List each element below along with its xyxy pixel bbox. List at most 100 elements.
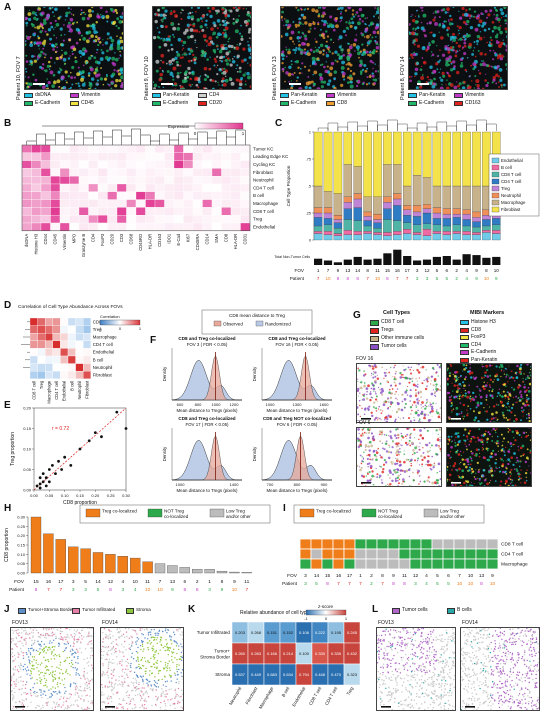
dendrogram-branch xyxy=(93,130,103,145)
panel-a-signal-dot xyxy=(96,51,98,54)
panel-a-signal-dot xyxy=(306,7,310,10)
panel-g-cell xyxy=(477,448,480,451)
heatmap-cell xyxy=(40,191,51,200)
scatter-point xyxy=(38,482,42,486)
heatmap-cell xyxy=(135,176,146,185)
patient-label: 7 xyxy=(317,276,320,281)
panel-a-signal-dot xyxy=(354,13,357,16)
panel-j-cell xyxy=(75,685,78,687)
panel-g-cell xyxy=(490,467,493,470)
panel-g-cell xyxy=(488,482,491,484)
panel-a-signal-dot xyxy=(357,21,361,26)
panel-g-cell xyxy=(383,371,387,375)
panel-g-cell xyxy=(411,409,413,412)
dendrogram-branch xyxy=(466,124,477,131)
panel-g-cell xyxy=(413,437,415,439)
dendrogram-branch xyxy=(45,139,56,145)
panel-j-cell xyxy=(11,699,14,701)
stacked-bar-segment xyxy=(313,217,323,227)
panel-letter-f: F xyxy=(150,335,157,346)
panel-g-cell xyxy=(431,405,434,408)
panel-a-signal-dot xyxy=(62,57,67,62)
panel-a-signal-dot xyxy=(481,62,486,67)
panel-a-signal-dot xyxy=(107,83,109,85)
panel-g-cell xyxy=(485,396,488,399)
panel-j-cell xyxy=(68,637,70,639)
panel-g-cell xyxy=(436,438,440,442)
panel-j-cell xyxy=(62,673,64,675)
panel-a-signal-dot xyxy=(376,7,379,11)
panel-g-cell xyxy=(518,367,522,371)
heatmap-cell xyxy=(31,199,42,208)
panel-g-cell xyxy=(520,419,522,422)
panel-a-signal-dot xyxy=(165,62,168,65)
panel-a-signal-dot xyxy=(345,63,348,66)
panel-a-signal-dot xyxy=(203,54,207,58)
row-label: Macrophage xyxy=(501,562,528,568)
patient-label: 8 xyxy=(183,587,186,593)
panel-g-cell xyxy=(396,421,398,422)
panel-a-signal-dot xyxy=(358,64,363,68)
panel-a-signal-dot xyxy=(108,84,111,87)
scale-bar xyxy=(417,83,429,85)
panel-g-cell xyxy=(400,408,404,412)
panel-a-signal-dot xyxy=(78,70,81,73)
panel-a-legend-label: CD8 xyxy=(337,100,348,106)
panel-a-signal-dot xyxy=(293,48,298,52)
panel-j-cell xyxy=(54,646,56,648)
panel-j-cell xyxy=(88,686,91,689)
panel-j-cell xyxy=(49,648,51,650)
panel-a-signal-dot xyxy=(207,7,210,10)
panel-g-cell xyxy=(395,445,398,448)
panel-a-signal-dot xyxy=(349,80,353,84)
panel-j-cell xyxy=(63,683,65,686)
panel-g-cell xyxy=(380,466,382,468)
panel-a-signal-dot xyxy=(27,17,32,22)
panel-g-cell xyxy=(496,435,499,438)
panel-a-legend-swatch xyxy=(70,101,79,106)
panel-j-cell xyxy=(24,663,26,666)
panel-j-cell xyxy=(148,640,151,642)
panel-g-cell xyxy=(463,481,466,485)
panel-g-cell xyxy=(462,418,465,420)
panel-a-signal-dot xyxy=(225,51,230,56)
panel-j-cell xyxy=(44,636,46,638)
panel-g-cell xyxy=(451,484,454,486)
panel-a-signal-dot xyxy=(355,11,359,14)
panel-g-cell xyxy=(366,428,370,431)
panel-g-cell xyxy=(412,453,414,456)
panel-a-signal-dot xyxy=(242,73,246,77)
panel-j-cell xyxy=(30,647,32,650)
heatmap-cell xyxy=(164,144,175,153)
panel-g-cell xyxy=(371,458,374,461)
stacked-bar-segment xyxy=(363,211,372,217)
panel-g-cell xyxy=(414,459,417,462)
panel-a-signal-dot xyxy=(293,43,295,45)
panel-g-cell xyxy=(407,443,409,445)
panel-g-cell xyxy=(419,421,422,422)
panel-j-cell xyxy=(13,630,15,632)
panel-j-cell xyxy=(65,643,67,646)
panel-j-cell xyxy=(22,704,25,707)
heatmap-cell xyxy=(50,160,61,169)
panel-a-signal-dot xyxy=(295,59,300,64)
panel-j-cell xyxy=(49,696,51,698)
correlation-cell xyxy=(45,325,53,334)
panel-g-cell xyxy=(463,387,465,390)
y-tick-label: 0.10 xyxy=(17,552,26,557)
heatmap-cell xyxy=(31,144,42,153)
panel-g-cell xyxy=(436,411,440,415)
heatmap-cell xyxy=(40,160,51,169)
panel-j-cell xyxy=(57,637,60,640)
stacked-bar-segment xyxy=(422,177,432,205)
panel-g-cell xyxy=(379,430,381,432)
panel-g-cell xyxy=(505,375,508,378)
panel-a-signal-dot xyxy=(206,58,209,61)
panel-j-cell xyxy=(65,647,67,650)
stacked-bar-segment xyxy=(402,233,412,241)
panel-j-cell xyxy=(25,693,28,695)
panel-a-signal-dot xyxy=(69,17,74,22)
patient-label: 7 xyxy=(396,276,399,281)
panel-a-signal-dot xyxy=(459,64,464,68)
panel-a-signal-dot xyxy=(68,21,71,25)
